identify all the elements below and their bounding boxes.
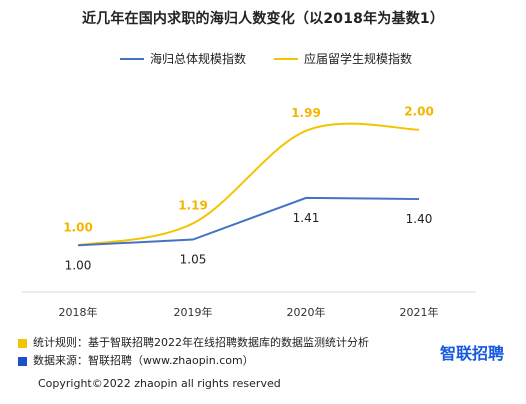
note-rule: 统计规则：基于智联招聘2022年在线招聘数据库的数据监测统计分析 (18, 334, 369, 352)
data-label-graduates: 1.00 (63, 220, 93, 234)
data-label-graduates: 1.99 (291, 106, 321, 120)
chart-legend: 海归总体规模指数 应届留学生规模指数 (120, 50, 412, 67)
x-tick-label: 2018年 (59, 305, 98, 319)
x-tick-label: 2020年 (287, 305, 326, 319)
series-line-overall (77, 196, 420, 247)
data-label-overall: 1.05 (180, 253, 207, 267)
data-label-graduates: 2.00 (404, 105, 434, 119)
data-label-overall: 1.41 (293, 211, 320, 225)
note-source-marker (18, 356, 27, 366)
x-tick-label: 2019年 (174, 305, 213, 319)
legend-swatch-graduates (274, 57, 299, 60)
x-tick-label: 2021年 (400, 305, 439, 319)
legend-item-graduates: 应届留学生规模指数 (274, 50, 412, 67)
data-label-overall: 1.00 (65, 258, 92, 272)
legend-label-overall: 海归总体规模指数 (150, 52, 247, 66)
brand-logo: 智联招聘 (439, 344, 504, 363)
data-label-graduates: 1.19 (178, 198, 208, 212)
copyright-text: Copyright©2022 zhaopin all rights reserv… (38, 377, 281, 390)
legend-swatch-overall (120, 57, 144, 60)
note-source: 数据来源：智联招聘（www.zhaopin.com） (18, 352, 369, 370)
note-rule-text: 统计规则：基于智联招聘2022年在线招聘数据库的数据监测统计分析 (33, 336, 369, 349)
data-label-overall: 1.40 (406, 212, 433, 226)
line-chart: 2018年 2019年 2020年 2021年 1.00 1.19 1.99 2.00 1.00… (22, 105, 476, 319)
note-source-text: 数据来源：智联招聘（www.zhaopin.com） (33, 354, 254, 367)
chart-notes: 统计规则：基于智联招聘2022年在线招聘数据库的数据监测统计分析 数据来源：智联… (18, 334, 369, 370)
legend-label-graduates: 应届留学生规模指数 (304, 52, 413, 66)
legend-item-overall: 海归总体规模指数 (120, 50, 246, 67)
series-line-graduates (77, 122, 420, 247)
note-rule-marker (18, 338, 27, 348)
chart-title: 近几年在国内求职的海归人数变化（以2018年为基数1） (81, 11, 445, 27)
